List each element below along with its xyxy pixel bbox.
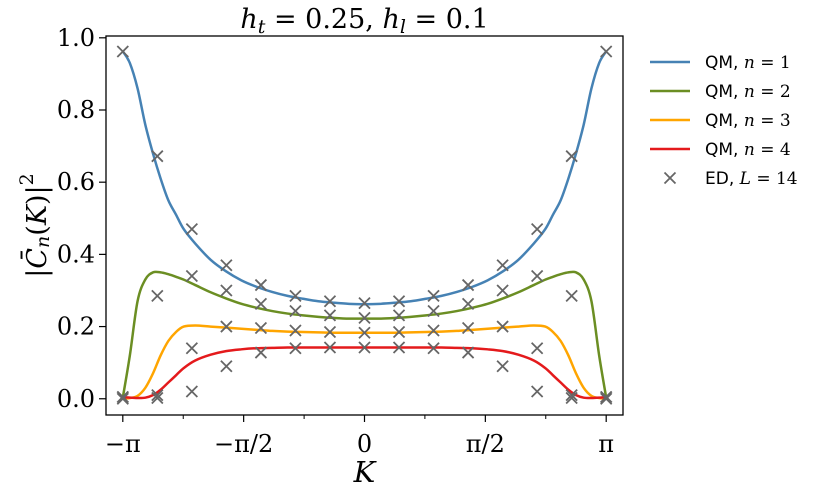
ed-marker bbox=[358, 296, 371, 310]
ed-marker bbox=[254, 278, 268, 292]
ed-marker bbox=[151, 150, 164, 163]
axes-frame bbox=[105, 35, 624, 416]
x-tick-label: 0 bbox=[357, 430, 372, 458]
ed-marker bbox=[600, 390, 613, 404]
ed-marker bbox=[289, 324, 302, 337]
legend-label: QM, n = 1 bbox=[705, 53, 791, 73]
chart-title: ht = 0.25, hl = 0.1 bbox=[240, 4, 488, 38]
ed-marker bbox=[220, 360, 233, 373]
ed-marker bbox=[600, 45, 613, 58]
y-axis-label: |C̄n(K)|2 bbox=[16, 173, 54, 277]
x-tick-label: π/2 bbox=[466, 430, 505, 458]
legend-label: QM, n = 4 bbox=[705, 140, 791, 160]
ed-marker bbox=[427, 289, 440, 303]
ed-marker bbox=[496, 284, 509, 297]
ed-marker bbox=[358, 311, 371, 325]
ed-marker bbox=[427, 342, 440, 355]
ed-marker bbox=[185, 342, 198, 355]
ed-marker bbox=[289, 342, 302, 355]
ed-marker bbox=[565, 150, 578, 163]
ed-marker bbox=[461, 297, 475, 310]
x-tick-label: −π bbox=[105, 430, 141, 458]
ed-marker bbox=[323, 295, 337, 308]
ed-marker bbox=[151, 289, 164, 303]
legend-marker bbox=[663, 171, 677, 185]
ed-marker bbox=[565, 389, 578, 402]
ed-marker bbox=[323, 309, 337, 322]
ed-marker bbox=[185, 385, 198, 398]
y-tick-label: 0.4 bbox=[57, 240, 95, 268]
ed-marker bbox=[427, 304, 440, 318]
ed-marker bbox=[496, 259, 509, 272]
ed-marker bbox=[358, 341, 371, 354]
legend-label: QM, n = 2 bbox=[705, 82, 791, 102]
ed-marker bbox=[254, 297, 268, 310]
ed-marker bbox=[323, 341, 337, 354]
ed-marker bbox=[427, 324, 440, 337]
ed-marker bbox=[531, 222, 544, 236]
ed-marker bbox=[358, 326, 371, 339]
ed-marker bbox=[496, 320, 509, 333]
ed-marker bbox=[151, 391, 164, 405]
ed-marker bbox=[461, 278, 475, 292]
ed-marker bbox=[531, 269, 544, 283]
ed-marker bbox=[531, 385, 544, 398]
y-tick-label: 1.0 bbox=[57, 24, 95, 52]
ed-marker bbox=[220, 284, 233, 297]
ed-marker bbox=[461, 346, 475, 359]
series-line-n1 bbox=[121, 50, 608, 306]
ed-marker bbox=[461, 321, 475, 335]
ed-marker bbox=[323, 325, 337, 339]
ed-marker bbox=[392, 325, 406, 339]
x-axis-label: K bbox=[353, 455, 378, 489]
ed-marker bbox=[289, 304, 302, 318]
y-tick-label: 0.6 bbox=[57, 168, 95, 196]
ed-marker bbox=[151, 389, 164, 402]
series-line-n4 bbox=[122, 346, 607, 400]
ed-marker bbox=[185, 222, 198, 236]
ed-marker bbox=[116, 390, 129, 404]
ed-marker bbox=[531, 342, 544, 355]
legend-label: QM, n = 3 bbox=[705, 111, 791, 131]
ed-marker bbox=[289, 289, 302, 303]
ed-marker bbox=[254, 321, 268, 335]
series-line-n2 bbox=[121, 270, 608, 398]
y-tick-label: 0.8 bbox=[57, 96, 95, 124]
ed-marker bbox=[116, 392, 129, 405]
ed-marker bbox=[600, 392, 613, 405]
ed-marker bbox=[392, 309, 406, 322]
ed-marker bbox=[392, 295, 406, 308]
ed-marker bbox=[565, 289, 578, 303]
x-tick-label: π bbox=[598, 430, 614, 458]
ed-marker bbox=[220, 259, 233, 272]
ed-marker bbox=[185, 269, 198, 283]
legend: QM, n = 1 QM, n = 2 QM, n = 3 QM, n = 4 ED, … bbox=[650, 53, 798, 189]
ed-marker bbox=[392, 341, 406, 354]
ed-marker bbox=[220, 320, 233, 333]
ed-marker bbox=[254, 346, 268, 359]
x-tick-label: −π/2 bbox=[214, 430, 273, 458]
ed-marker bbox=[116, 45, 129, 58]
ed-marker bbox=[496, 360, 509, 373]
y-tick-label: 0.2 bbox=[57, 313, 95, 341]
ed-marker bbox=[565, 391, 578, 405]
legend-label: ED, L = 14 bbox=[705, 169, 798, 189]
y-tick-label: 0.0 bbox=[57, 385, 95, 413]
